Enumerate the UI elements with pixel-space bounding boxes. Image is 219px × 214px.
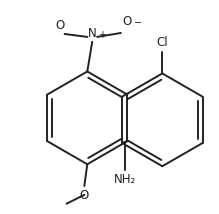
Text: O: O bbox=[80, 189, 89, 202]
Text: −: − bbox=[134, 18, 142, 28]
Text: N: N bbox=[88, 27, 97, 40]
Text: O: O bbox=[55, 19, 64, 32]
Text: +: + bbox=[98, 30, 106, 40]
Text: O: O bbox=[122, 15, 131, 28]
Text: Cl: Cl bbox=[157, 36, 168, 49]
Text: NH₂: NH₂ bbox=[114, 173, 136, 186]
